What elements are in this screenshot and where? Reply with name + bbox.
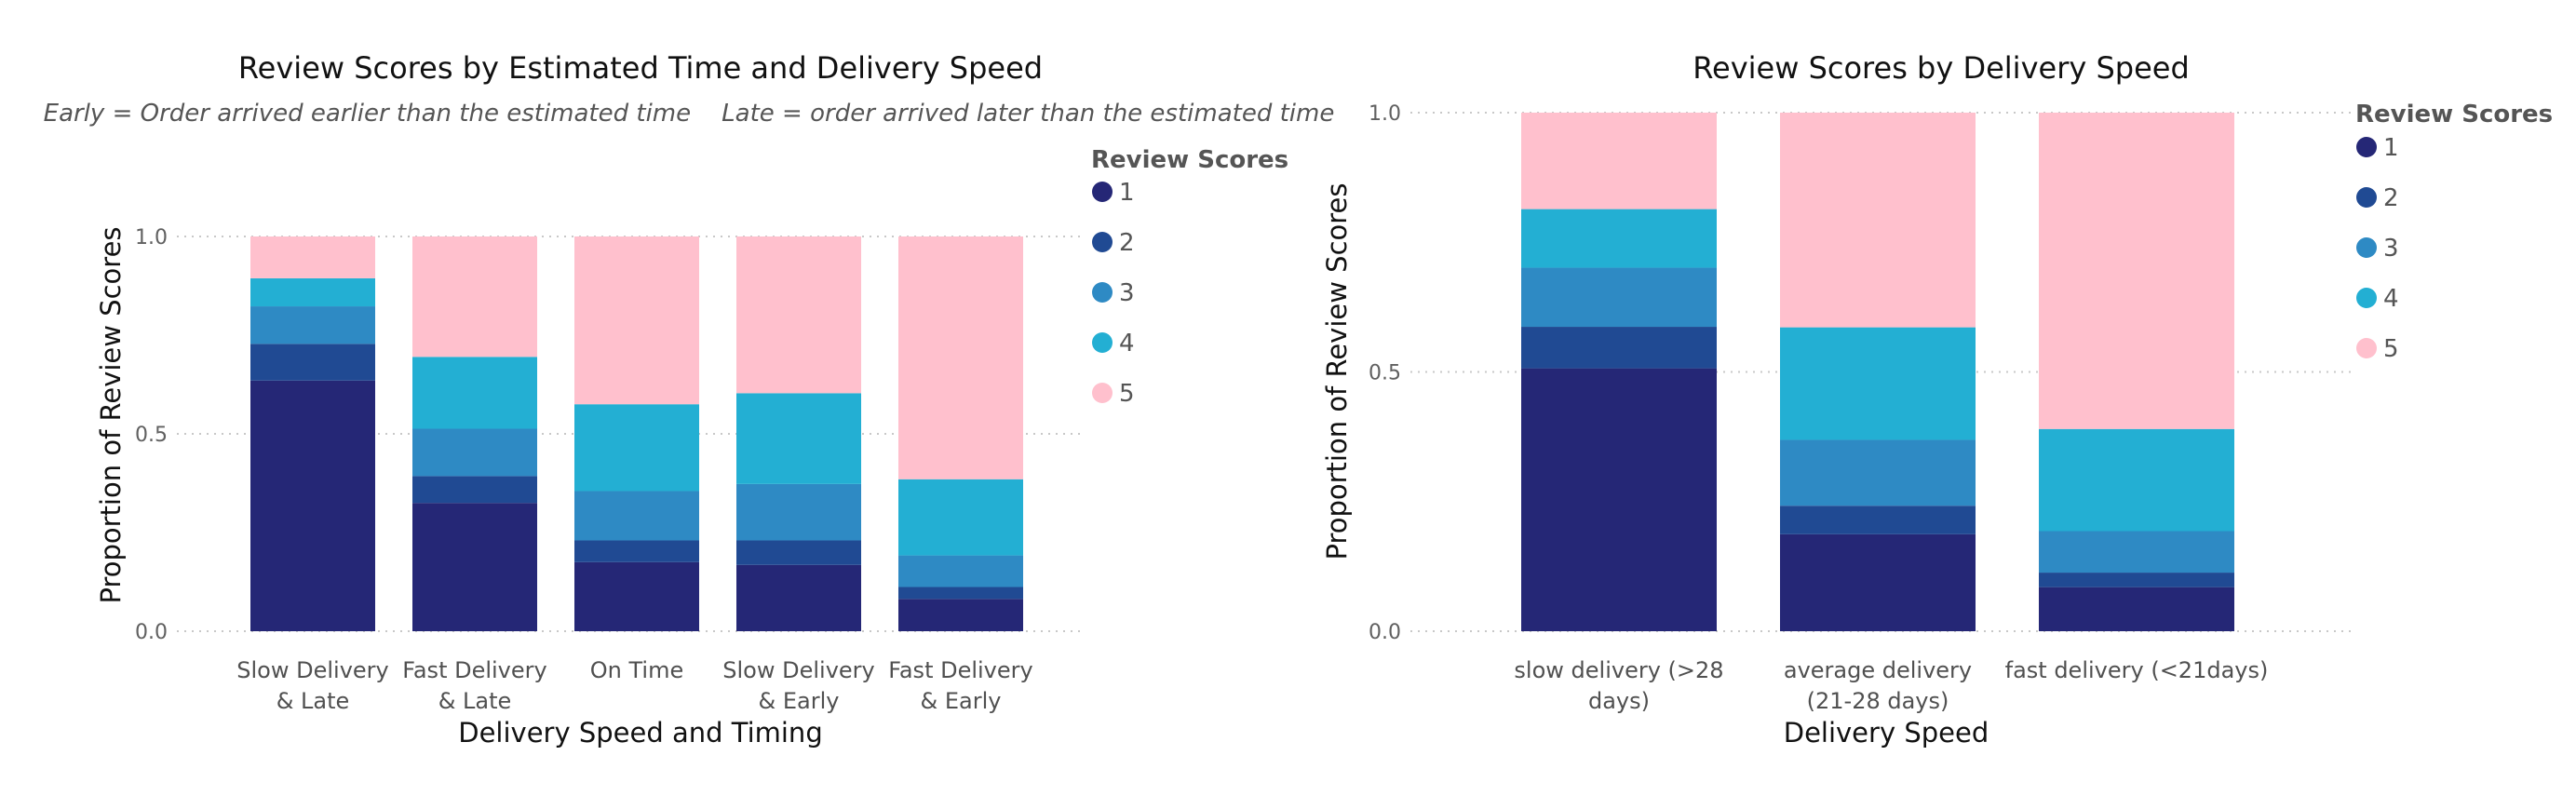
bar-segment-score-2 [250,344,375,381]
bar-segment-score-4 [2039,428,2234,532]
legend-swatch [2356,338,2377,358]
legend-swatch [1092,383,1113,403]
bar-segment-score-4 [1780,327,1976,440]
bar-segment-score-5 [898,236,1023,479]
bar-segment-score-5 [1521,113,1717,209]
bar-segment-score-4 [736,393,861,484]
legend-label: 4 [1119,330,1135,358]
bar-segment-score-5 [736,236,861,394]
bar-segment-score-3 [1521,267,1717,328]
bar-segment-score-3 [412,428,537,477]
bar-segment-score-2 [898,587,1023,600]
bar-segment-score-2 [574,540,699,562]
bar-segment-score-3 [2039,531,2234,573]
legend-label: 1 [1119,179,1135,207]
chart-2: Review Scores by Delivery Speed 0.0 0.5 1.0… [1321,50,2553,749]
bar-segment-score-1 [412,503,537,631]
x-tick-label: average delivery (21-28 days) [1784,657,1972,714]
bar-segment-score-3 [1780,439,1976,506]
bar-segment-score-4 [250,277,375,307]
y-tick-label: 0.0 [1369,621,1401,644]
bar-segment-score-5 [574,236,699,405]
legend-label: 2 [2383,184,2399,212]
bar-segment-score-4 [574,404,699,492]
legend-label: 3 [2383,235,2399,263]
bar-segment-score-2 [2039,573,2234,587]
legend-label: 4 [2383,285,2399,313]
legend: Review Scores 1 2 3 4 5 [2355,101,2553,363]
bar-segment-score-5 [412,236,537,358]
legend-swatch [2356,137,2377,157]
legend-title: Review Scores [1091,146,1288,174]
legend-swatch [1092,182,1113,202]
bar-segment-score-4 [1521,209,1717,268]
x-tick-label: Fast Delivery & Late [402,657,546,714]
legend-swatch [1092,232,1113,252]
legend-swatch [1092,332,1113,353]
x-tick-label: Slow Delivery & Early [722,657,874,714]
x-tick-label: Fast Delivery & Early [888,657,1032,714]
legend-swatch [2356,187,2377,208]
bar-segment-score-1 [250,380,375,631]
x-tick-label: On Time [590,657,683,683]
bar-segment-score-2 [1780,506,1976,534]
bar-segment-score-3 [574,491,699,541]
y-tick-label: 0.5 [1369,362,1401,385]
x-tick-label: slow delivery (>28 days) [1514,657,1723,714]
bar-segment-score-3 [250,306,375,344]
x-axis-title: Delivery Speed [1784,717,1989,749]
bar-segment-score-3 [898,555,1023,587]
chart-subtitle: Early = Order arrived earlier than the e… [44,100,1335,128]
bar-segment-score-1 [2039,587,2234,631]
bar-segment-score-2 [412,476,537,504]
bar-segment-score-3 [736,483,861,541]
legend-swatch [1092,282,1113,303]
bar-segment-score-1 [1780,533,1976,631]
bar-segment-score-5 [250,236,375,278]
x-tick-label: Slow Delivery & Late [236,657,388,714]
y-tick-label: 1.0 [1369,102,1401,126]
bar-segment-score-1 [574,561,699,631]
chart-title: Review Scores by Delivery Speed [1693,50,2190,86]
y-tick-label: 0.0 [135,621,168,644]
legend-swatch [2356,237,2377,258]
legend-label: 3 [1119,279,1135,307]
legend-label: 5 [2383,335,2399,363]
bar-segment-score-5 [2039,113,2234,429]
bar-segment-score-1 [898,599,1023,631]
chart-title: Review Scores by Estimated Time and Deli… [238,50,1043,86]
x-axis-title: Delivery Speed and Timing [458,717,822,749]
bar-segment-score-5 [1780,113,1976,328]
bar-segment-score-1 [1521,368,1717,631]
y-axis-title: Proportion of Review Scores [1321,182,1353,560]
bar-segment-score-4 [412,357,537,429]
legend-label: 2 [1119,229,1135,257]
bar-segment-score-4 [898,479,1023,556]
bar-segment-score-2 [1521,327,1717,369]
legend: Review Scores 1 2 3 4 5 [1091,146,1288,408]
legend-title: Review Scores [2355,101,2553,128]
legend-label: 5 [1119,380,1135,408]
y-axis-title: Proportion of Review Scores [95,226,127,603]
bar-segment-score-1 [736,564,861,631]
y-tick-label: 1.0 [135,226,168,250]
y-tick-label: 0.5 [135,424,168,447]
chart-1: Review Scores by Estimated Time and Deli… [44,50,1335,749]
legend-swatch [2356,288,2377,308]
bar-segment-score-2 [736,540,861,565]
legend-label: 1 [2383,134,2399,162]
x-tick-label: fast delivery (<21days) [2005,657,2269,683]
